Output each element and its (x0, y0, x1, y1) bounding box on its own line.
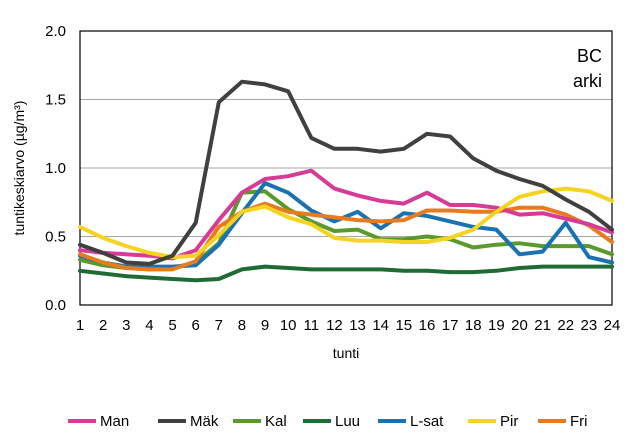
x-tick-label: 15 (395, 317, 412, 334)
x-tick-label: 5 (168, 317, 176, 334)
y-axis-ticks: 0.0 0.5 1.0 1.5 2.0 (45, 23, 66, 314)
y-tick-label: 0.0 (45, 297, 66, 314)
legend-item: Fri (538, 413, 588, 430)
series-line-luu (78, 264, 614, 283)
legend-label: Pir (500, 413, 518, 430)
series-line-l-sat (78, 181, 614, 269)
y-tick-label: 0.5 (45, 229, 66, 246)
x-tick-label: 19 (488, 317, 505, 334)
legend-item: Mäk (158, 413, 219, 430)
legend-item: Kal (233, 413, 287, 430)
annotation-bc: BC (577, 46, 602, 66)
plot-frame (79, 30, 613, 306)
legend-item: L-sat (378, 413, 444, 430)
x-tick-label: 3 (122, 317, 130, 334)
gridlines (80, 99, 612, 237)
legend-item: Man (68, 413, 129, 430)
x-tick-label: 8 (238, 317, 246, 334)
series-line-mäk (78, 79, 614, 266)
x-tick-label: 2 (99, 317, 107, 334)
x-tick-label: 6 (191, 317, 199, 334)
y-tick-label: 2.0 (45, 23, 66, 40)
x-tick-label: 16 (419, 317, 436, 334)
legend-label: Man (100, 413, 129, 430)
y-tick-label: 1.5 (45, 92, 66, 109)
x-tick-label: 4 (145, 317, 153, 334)
x-tick-label: 21 (534, 317, 551, 334)
x-axis-ticks: 1 2 3 4 5 6 7 8 9 10 11 12 13 14 15 16 17 18 19 20 21 22 23 24 (76, 317, 621, 334)
x-tick-label: 1 (76, 317, 84, 334)
x-tick-label: 9 (261, 317, 269, 334)
legend-label: Mäk (190, 413, 219, 430)
legend-label: Kal (265, 413, 287, 430)
x-tick-label: 22 (557, 317, 574, 334)
x-axis-label: tunti (333, 345, 359, 361)
x-tick-label: 10 (280, 317, 297, 334)
x-tick-label: 11 (304, 317, 320, 334)
x-tick-label: 7 (215, 317, 223, 334)
x-tick-label: 24 (604, 317, 621, 334)
x-tick-label: 12 (326, 317, 343, 334)
x-tick-label: 23 (581, 317, 598, 334)
legend-item: Luu (303, 413, 360, 430)
series-lines (78, 79, 614, 283)
annotation-arki: arki (573, 71, 602, 91)
y-tick-label: 1.0 (45, 160, 66, 177)
x-tick-label: 13 (349, 317, 366, 334)
x-tick-label: 20 (511, 317, 528, 334)
legend: Man Mäk Kal Luu L-sat Pir Fri (68, 413, 588, 430)
y-axis-label: tuntikeskiarvo (µg/m³) (11, 101, 27, 236)
legend-label: Luu (335, 413, 360, 430)
legend-label: L-sat (410, 413, 444, 430)
x-tick-label: 18 (465, 317, 482, 334)
x-tick-label: 17 (442, 317, 459, 334)
x-tick-label: 14 (372, 317, 389, 334)
legend-item: Pir (468, 413, 518, 430)
legend-label: Fri (570, 413, 588, 430)
series-line-fri (78, 201, 614, 272)
